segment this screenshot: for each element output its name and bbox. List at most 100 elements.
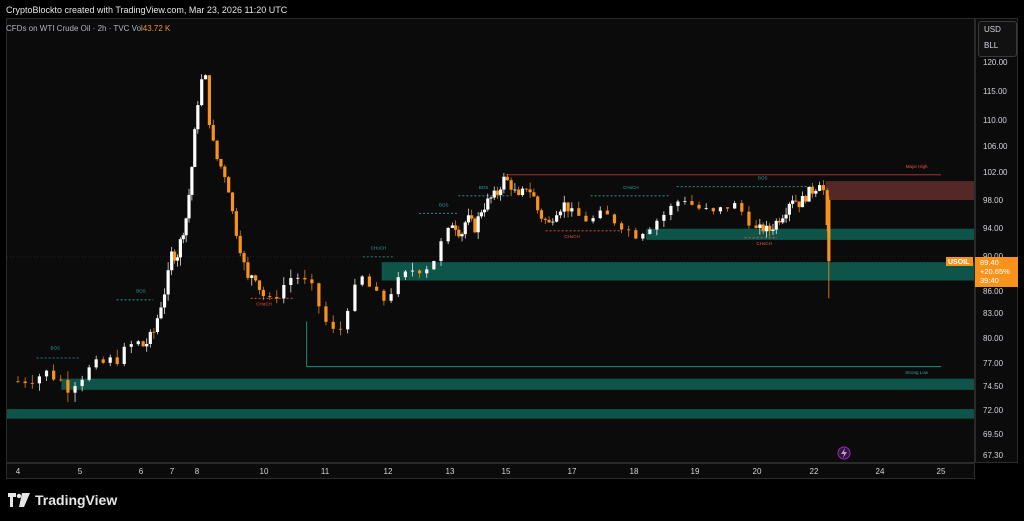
candle-body[interactable] [747, 211, 751, 226]
candle-body[interactable] [634, 230, 638, 239]
candle-body[interactable] [324, 306, 328, 322]
candle-body[interactable] [818, 185, 822, 191]
candle-body[interactable] [80, 379, 84, 387]
candle-body[interactable] [207, 75, 211, 125]
candle-body[interactable] [418, 270, 422, 274]
candle-body[interactable] [155, 318, 160, 333]
candle-body[interactable] [338, 328, 343, 330]
candle-body[interactable] [367, 276, 372, 287]
candle-body[interactable] [558, 211, 563, 216]
candle-body[interactable] [774, 220, 778, 230]
candle-body[interactable] [711, 208, 715, 212]
candle-body[interactable] [175, 257, 180, 261]
candle-body[interactable] [704, 208, 708, 209]
candle-body[interactable] [141, 341, 145, 347]
candle-body[interactable] [733, 203, 737, 209]
candle-body[interactable] [825, 190, 829, 226]
symbol-badge[interactable] [946, 257, 973, 266]
candle-body[interactable] [463, 222, 467, 235]
candle-body[interactable] [800, 196, 805, 208]
candle-body[interactable] [505, 176, 509, 181]
supply-zone-0[interactable] [825, 181, 974, 200]
candle-body[interactable] [787, 203, 791, 215]
candle-body[interactable] [768, 225, 772, 231]
candle-body[interactable] [577, 208, 581, 216]
candle-body[interactable] [181, 235, 185, 240]
candle-body[interactable] [814, 190, 818, 194]
candle-body[interactable] [396, 277, 400, 295]
demand-zone-3[interactable] [61, 378, 974, 390]
candle-body[interactable] [804, 196, 808, 202]
candle-body[interactable] [353, 284, 357, 311]
candle-body[interactable] [129, 344, 133, 347]
candle-body[interactable] [211, 124, 215, 141]
candle-body[interactable] [690, 201, 694, 205]
candle-body[interactable] [257, 280, 262, 290]
candle-body[interactable] [439, 241, 443, 261]
candle-body[interactable] [250, 275, 254, 278]
candle-body[interactable] [821, 185, 826, 191]
candle-body[interactable] [473, 218, 477, 233]
candle-body[interactable] [196, 105, 200, 130]
candle-body[interactable] [94, 359, 98, 368]
candle-body[interactable] [669, 205, 673, 215]
candle-body[interactable] [450, 225, 454, 228]
candle-body[interactable] [476, 216, 480, 233]
candle-body[interactable] [108, 357, 112, 363]
candle-body[interactable] [486, 198, 490, 210]
candle-body[interactable] [44, 370, 49, 377]
candle-body[interactable] [781, 218, 785, 223]
candle-body[interactable] [641, 233, 645, 239]
candle-body[interactable] [23, 381, 27, 384]
candle-body[interactable] [282, 285, 286, 299]
candle-body[interactable] [794, 200, 798, 202]
candle-body[interactable] [410, 270, 415, 272]
candle-body[interactable] [59, 379, 63, 381]
candle-body[interactable] [648, 229, 652, 234]
candle-body[interactable] [193, 129, 197, 167]
demand-zone-1[interactable] [646, 228, 974, 240]
candle-body[interactable] [810, 186, 814, 194]
candle-body[interactable] [482, 209, 487, 213]
candle-body[interactable] [655, 220, 659, 230]
candle-body[interactable] [190, 166, 194, 195]
candle-body[interactable] [152, 331, 156, 333]
candle-body[interactable] [784, 214, 788, 219]
candle-body[interactable] [238, 235, 242, 254]
candle-body[interactable] [740, 203, 744, 212]
candle-body[interactable] [562, 202, 566, 212]
candle-body[interactable] [509, 180, 513, 190]
candle-body[interactable] [591, 218, 595, 222]
candle-body[interactable] [73, 386, 77, 393]
candle-body[interactable] [346, 310, 350, 330]
candle-body[interactable] [520, 188, 525, 196]
candle-body[interactable] [122, 346, 126, 364]
candle-body[interactable] [136, 341, 140, 345]
candle-body[interactable] [227, 177, 231, 193]
candle-body[interactable] [479, 212, 483, 217]
candle-body[interactable] [66, 380, 70, 393]
candle-body[interactable] [30, 383, 34, 384]
candle-body[interactable] [242, 253, 246, 263]
candle-body[interactable] [797, 201, 801, 208]
candle-body[interactable] [200, 79, 204, 106]
candle-body[interactable] [502, 176, 506, 190]
candle-body[interactable] [718, 207, 723, 212]
candle-body[interactable] [187, 194, 191, 219]
candle-body[interactable] [254, 275, 258, 281]
demand-zone-2[interactable] [381, 262, 974, 281]
candle-body[interactable] [230, 192, 235, 212]
candle-body[interactable] [87, 367, 91, 380]
candle-body[interactable] [547, 219, 551, 223]
candle-body[interactable] [764, 225, 769, 232]
candle-body[interactable] [162, 294, 167, 308]
price-axis[interactable] [975, 18, 1018, 463]
candle-body[interactable] [532, 192, 536, 197]
candle-body[interactable] [178, 239, 182, 258]
candle-body[interactable] [425, 269, 429, 274]
candle-body[interactable] [432, 260, 436, 270]
candle-body[interactable] [551, 221, 555, 223]
candle-body[interactable] [457, 229, 461, 237]
candle-body[interactable] [536, 196, 540, 211]
candle-body[interactable] [676, 201, 680, 206]
